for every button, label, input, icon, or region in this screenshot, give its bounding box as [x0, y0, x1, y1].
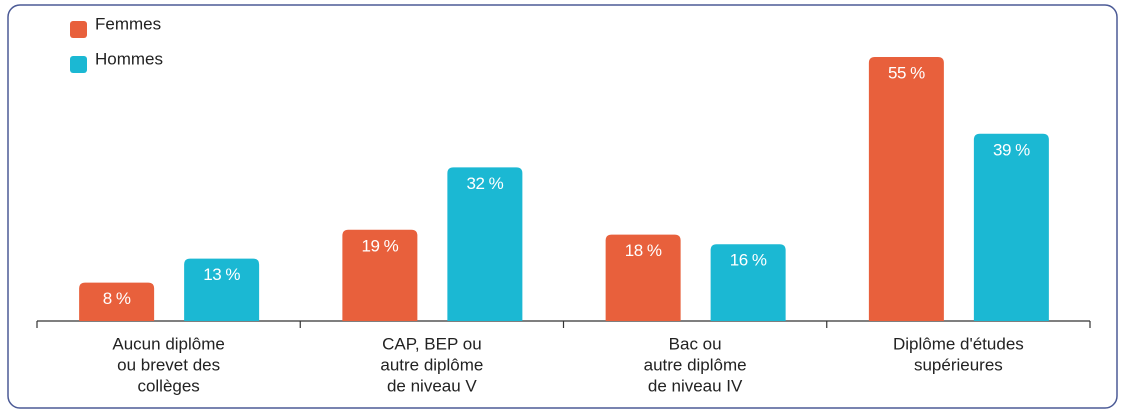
x-tick-label: de niveau IV — [648, 376, 743, 395]
value-label: 18 % — [625, 241, 662, 260]
bar — [342, 229, 418, 321]
x-tick-label: de niveau V — [387, 376, 477, 395]
x-tick-label: ou brevet des — [117, 355, 220, 374]
x-tick-label: autre diplôme — [380, 355, 483, 374]
legend-label: Hommes — [95, 49, 163, 68]
value-label: 32 % — [467, 174, 504, 193]
bar — [710, 244, 786, 321]
frame — [7, 4, 1118, 409]
value-label: 13 % — [203, 265, 240, 284]
x-tick-label: CAP, BEP ou — [382, 334, 482, 353]
x-tick-label: autre diplôme — [644, 355, 747, 374]
legend-label: Femmes — [95, 14, 161, 33]
value-label: 16 % — [730, 251, 767, 270]
x-tick-label: Aucun diplôme — [112, 334, 224, 353]
bar — [868, 57, 944, 321]
x-tick-label: supérieures — [914, 355, 1003, 374]
x-tick-label: Bac ou — [669, 334, 722, 353]
legend-swatch — [70, 21, 87, 38]
x-tick-label: Diplôme d'études — [893, 334, 1024, 353]
bar — [79, 282, 155, 321]
bar — [605, 234, 681, 321]
value-label: 39 % — [993, 140, 1030, 159]
x-tick-label: collèges — [137, 376, 199, 395]
value-label: 19 % — [362, 236, 399, 255]
value-label: 55 % — [888, 63, 925, 82]
bar — [184, 258, 260, 321]
value-label: 8 % — [103, 289, 131, 308]
bar — [973, 133, 1049, 321]
bar — [447, 167, 523, 321]
legend-swatch — [70, 56, 87, 73]
